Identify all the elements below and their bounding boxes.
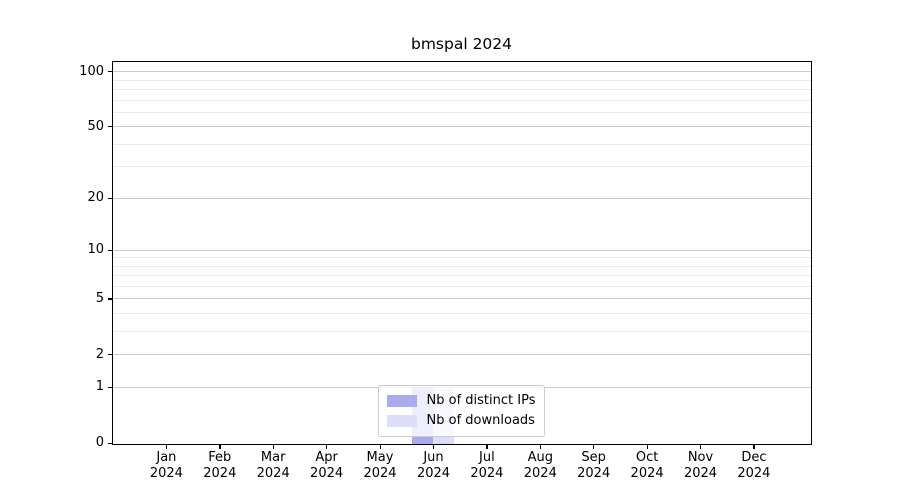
- x-tick-mark: [219, 444, 221, 449]
- y-tick-label: 20: [87, 190, 104, 206]
- legend-swatch-distinct-ips: [386, 394, 417, 407]
- legend-swatch-downloads: [386, 414, 417, 427]
- gridline-major: [112, 249, 811, 251]
- gridline-minor: [112, 286, 811, 287]
- y-tick-mark: [107, 386, 112, 388]
- y-tick-label: 0: [95, 435, 104, 450]
- gridline-major: [112, 197, 811, 199]
- y-tick-label: 1: [95, 379, 104, 395]
- y-tick-mark: [107, 126, 112, 128]
- gridline-major: [112, 126, 811, 128]
- x-tick-mark: [593, 444, 595, 449]
- x-tick-label: Mar 2024: [256, 450, 290, 481]
- gridline-minor: [112, 265, 811, 267]
- gridline-minor: [112, 143, 811, 145]
- x-tick-label: Sep 2024: [577, 450, 611, 481]
- y-tick-mark: [107, 197, 112, 199]
- legend-item-distinct-ips: Nb of distinct IPs: [386, 392, 536, 410]
- x-tick-label: Apr 2024: [310, 450, 344, 481]
- x-tick-label: Nov 2024: [683, 450, 718, 481]
- x-tick-mark: [272, 444, 274, 449]
- chart-title: bmspal 2024: [410, 35, 513, 53]
- legend: Nb of distinct IPs Nb of downloads: [377, 384, 546, 437]
- x-tick-mark: [539, 444, 542, 449]
- x-tick-label: Dec 2024: [737, 450, 771, 481]
- x-tick-mark: [486, 444, 488, 449]
- x-tick-label: Jun 2024: [416, 450, 451, 481]
- gridline-minor: [112, 79, 811, 81]
- gridline-major: [112, 354, 811, 356]
- gridline-minor: [112, 331, 811, 332]
- legend-item-downloads: Nb of downloads: [386, 412, 536, 430]
- x-tick-label: Aug 2024: [523, 450, 557, 481]
- gridline-minor: [112, 257, 811, 259]
- x-tick-label: May 2024: [363, 450, 397, 481]
- y-tick-label: 2: [95, 346, 104, 362]
- gridline-minor: [112, 275, 811, 277]
- gridline-minor: [112, 166, 811, 168]
- x-tick-mark: [379, 444, 381, 449]
- x-tick-mark: [326, 444, 328, 449]
- x-tick-mark: [165, 444, 168, 449]
- y-tick-mark: [107, 354, 112, 356]
- plot-area: Nb of distinct IPs Nb of downloads: [111, 60, 812, 445]
- y-tick-label: 5: [95, 290, 104, 306]
- gridline-minor: [112, 99, 811, 101]
- y-tick-label: 100: [79, 63, 104, 79]
- x-tick-label: Oct 2024: [630, 450, 664, 481]
- y-tick-label: 10: [87, 242, 104, 258]
- x-tick-mark: [753, 444, 755, 449]
- y-tick-mark: [107, 298, 112, 300]
- y-tick-mark: [107, 71, 112, 73]
- x-tick-label: Feb 2024: [203, 450, 237, 481]
- gridline-major: [112, 298, 811, 300]
- legend-label-downloads: Nb of downloads: [426, 413, 535, 428]
- y-tick-label: 50: [87, 118, 104, 134]
- x-tick-label: Jan 2024: [149, 450, 183, 481]
- y-tick-mark: [107, 249, 112, 251]
- x-tick-mark: [433, 444, 435, 449]
- legend-label-distinct-ips: Nb of distinct IPs: [426, 393, 536, 408]
- x-tick-label: Jul 2024: [470, 450, 504, 481]
- x-tick-mark: [646, 444, 648, 449]
- gridline-minor: [112, 89, 811, 90]
- gridline-major: [112, 71, 811, 73]
- gridline-minor: [112, 111, 811, 113]
- gridline-minor: [112, 313, 811, 314]
- x-tick-mark: [700, 444, 702, 449]
- y-tick-mark: [107, 442, 112, 444]
